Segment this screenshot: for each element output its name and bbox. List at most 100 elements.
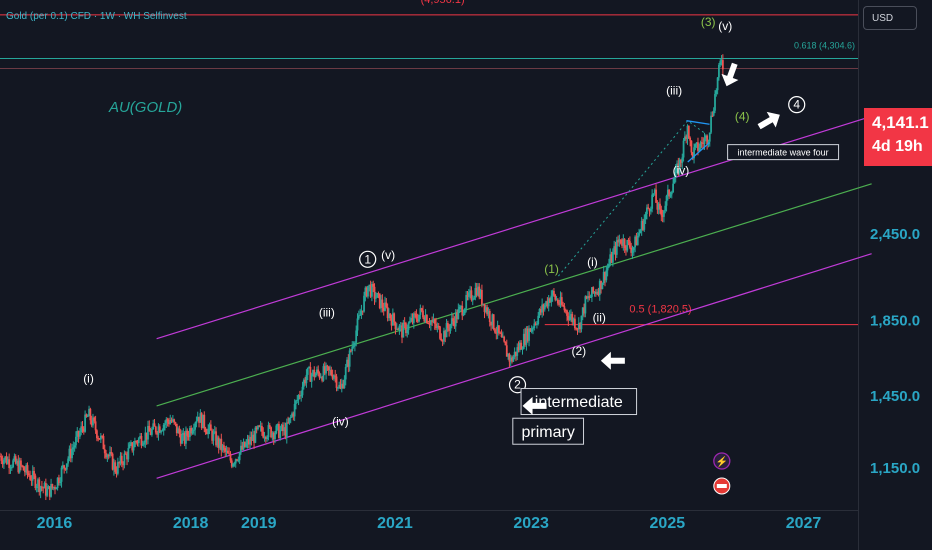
price-tick-label: 1,850.0 — [870, 313, 920, 330]
candle-body — [194, 423, 197, 430]
candle-body — [103, 449, 106, 454]
candle-body — [130, 442, 132, 445]
candle-body — [391, 313, 394, 326]
candle-body — [414, 313, 417, 315]
candle-body — [21, 465, 24, 467]
candle-body — [304, 379, 307, 384]
candle-body — [668, 189, 671, 197]
candle-body — [157, 426, 160, 435]
candle-body — [141, 444, 144, 446]
candle-body — [463, 308, 466, 314]
candle-body — [479, 289, 482, 298]
candle-body — [306, 367, 309, 375]
candle-body — [533, 323, 536, 328]
candle-body — [676, 163, 678, 169]
annotation-box-2 — [512, 417, 585, 445]
candle-body — [279, 430, 282, 438]
candle-body — [350, 350, 352, 352]
candle-body — [454, 312, 457, 327]
candle-body — [657, 203, 660, 210]
wave-circle-5 — [508, 376, 527, 394]
symbol-header: Gold (per 0.1) CFD · 1W · WH Selfinvest — [6, 11, 187, 22]
candle-body — [207, 428, 210, 435]
candle-body — [621, 243, 623, 246]
candle-body — [213, 431, 216, 433]
annotation-box-0 — [727, 144, 840, 161]
candle-body — [198, 416, 200, 423]
wave-label-0: (i) — [83, 372, 94, 386]
candle-body — [212, 432, 215, 441]
candle-body — [445, 323, 448, 338]
candle-body — [416, 319, 419, 322]
candle-body — [251, 434, 254, 441]
candle-body — [20, 460, 22, 466]
candle-body — [97, 438, 100, 440]
candle-body — [702, 143, 705, 145]
candle-body — [526, 328, 529, 341]
candle-body — [516, 347, 519, 356]
wave-label-1: (iii) — [319, 305, 335, 319]
candle-body — [610, 254, 613, 263]
candle-body — [190, 428, 193, 434]
candle-body — [541, 304, 544, 313]
candle-body — [389, 313, 392, 319]
candle-body — [708, 132, 711, 142]
candle-body — [630, 247, 633, 253]
candle-body — [314, 373, 317, 378]
candle-body — [334, 375, 337, 377]
candle-body — [54, 487, 56, 490]
wave-label-10: (iii) — [666, 84, 682, 98]
wave-label-7: (i) — [587, 255, 598, 269]
lower-channel — [156, 253, 872, 479]
candle-body — [652, 193, 655, 195]
annotation-text-2: primary — [521, 424, 574, 441]
candle-body — [639, 230, 642, 233]
candle-body — [604, 271, 606, 281]
candle-body — [30, 479, 33, 481]
candle-body — [422, 310, 424, 318]
candle-body — [158, 426, 161, 433]
candle-body — [666, 189, 669, 196]
candle-body — [312, 370, 314, 375]
candle-body — [361, 310, 364, 312]
us-flag-stripe — [716, 484, 727, 488]
candle-body — [647, 207, 650, 209]
candle-body — [137, 438, 140, 444]
candle-body — [460, 305, 462, 307]
candle-body — [530, 328, 533, 332]
candle-body — [29, 475, 32, 480]
arrow-intermediate-shape — [600, 351, 625, 370]
candle-body — [296, 399, 299, 401]
candle-body — [139, 436, 142, 439]
candle-body — [221, 445, 224, 451]
candle-body — [518, 342, 521, 351]
annotation-text-1: intermediate — [535, 394, 623, 411]
triangle-lower-line — [687, 142, 710, 163]
candle-body — [347, 359, 350, 367]
candle-body — [412, 313, 415, 323]
candle-body — [475, 288, 478, 296]
candle-body — [448, 328, 451, 331]
candle-body — [80, 426, 83, 433]
candle-body — [246, 439, 249, 444]
candle-body — [591, 287, 593, 297]
candle-body — [217, 437, 220, 448]
candle-body — [503, 336, 506, 342]
candle-body — [329, 369, 331, 371]
candle-body — [215, 431, 217, 446]
candle-body — [241, 445, 244, 450]
candle-body — [373, 286, 376, 299]
candle-body — [576, 328, 579, 330]
candle-body — [323, 366, 326, 374]
candle-body — [656, 202, 659, 210]
candle-body — [247, 439, 250, 445]
candle-body — [453, 320, 456, 327]
candle-body — [187, 435, 190, 438]
candle-body — [204, 428, 207, 432]
candle-body — [558, 303, 561, 305]
candle-body — [635, 236, 638, 246]
level-label-1: 0.618 (4,304.6) — [794, 40, 855, 50]
currency-button[interactable]: USD — [863, 6, 917, 30]
price-tick-label: 1,150.0 — [870, 460, 920, 477]
